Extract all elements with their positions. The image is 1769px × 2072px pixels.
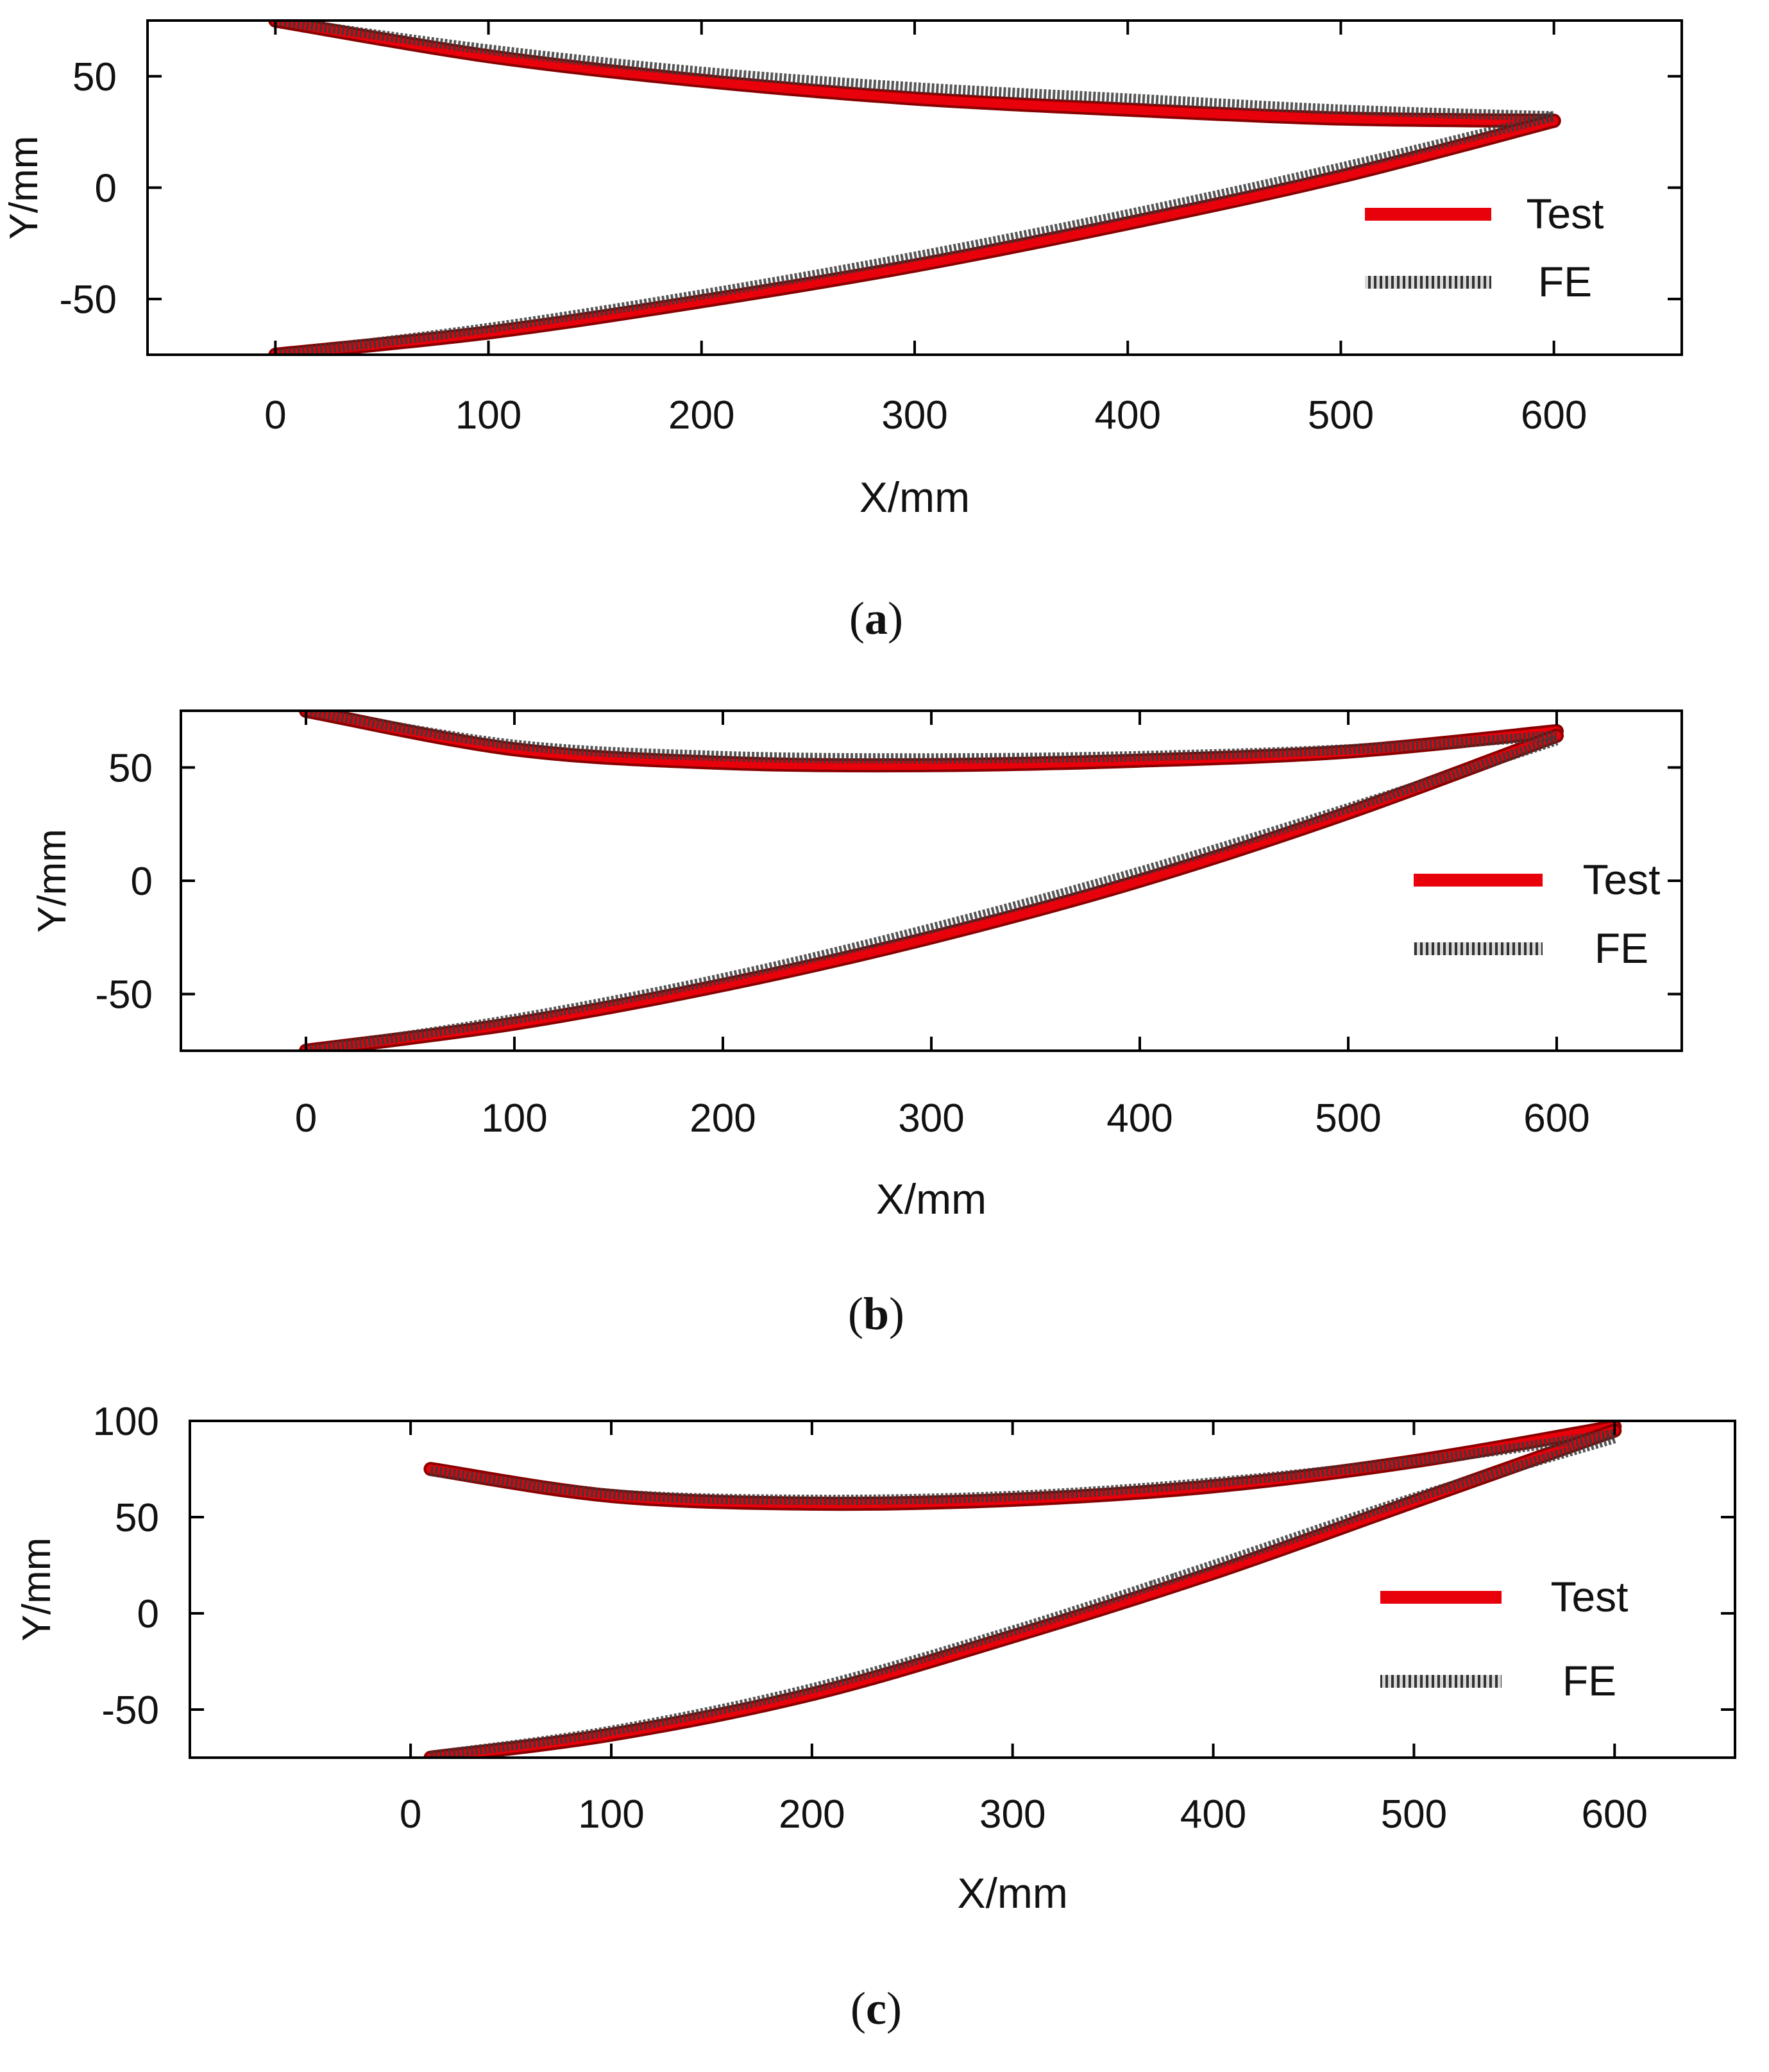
chart-panel-a: 0 100 200 300 400 500 600 -50 0 50 X/mm Y/mm Test FE (… xyxy=(2,19,1683,644)
legend-fe-label: FE xyxy=(1562,1657,1616,1704)
x-tick-label: 0 xyxy=(264,393,286,437)
fe-lower-curve xyxy=(275,111,1555,355)
y-tick-label: -50 xyxy=(95,973,153,1017)
axes-frame xyxy=(189,1420,1736,1759)
x-axis-label: X/mm xyxy=(859,473,970,521)
y-tick-label: 50 xyxy=(115,1496,159,1540)
x-tick-label: 0 xyxy=(400,1792,421,1837)
y-axis-label: Y/mm xyxy=(2,136,46,240)
y-axis-label: Y/mm xyxy=(15,1538,59,1642)
y-tick-label: -50 xyxy=(59,278,117,322)
chart-panel-b: 0 100 200 300 400 500 600 -50 0 50 X/mm Y/mm Test FE (… xyxy=(30,709,1683,1339)
test-upper-curve xyxy=(426,1422,1620,1509)
x-tick-label: 500 xyxy=(1308,393,1374,437)
y-tick-label: 100 xyxy=(93,1400,159,1444)
panel-caption: (c) xyxy=(851,1983,902,2034)
test-lower-curve xyxy=(426,1426,1620,1758)
plot-area xyxy=(268,21,1561,355)
fe-upper-curve xyxy=(430,1429,1616,1506)
legend: Test FE xyxy=(1380,1573,1629,1704)
legend-fe-label: FE xyxy=(1538,258,1592,305)
panel-caption: (b) xyxy=(848,1288,904,1339)
x-tick-label: 200 xyxy=(668,393,734,437)
panel-caption: (a) xyxy=(849,593,903,644)
x-tick-label: 300 xyxy=(881,393,947,437)
legend-test-label: Test xyxy=(1550,1573,1628,1620)
x-tick-label: 0 xyxy=(295,1096,317,1141)
axes-frame xyxy=(146,19,1683,356)
y-axis-label: Y/mm xyxy=(30,829,74,933)
x-tick-label: 200 xyxy=(779,1792,845,1837)
test-upper-curve-edge xyxy=(268,21,1561,128)
legend-test-label: Test xyxy=(1582,856,1660,903)
x-tick-label: 400 xyxy=(1180,1792,1246,1837)
y-tick-label: 0 xyxy=(137,1592,159,1636)
x-tick-label: 500 xyxy=(1381,1792,1447,1837)
chart-panel-c: 0 100 200 300 400 500 600 -50 0 50 100 X/mm Y/mm Test… xyxy=(15,1400,1736,2034)
y-tick-label: 0 xyxy=(131,860,153,904)
y-tick-label: 50 xyxy=(108,746,153,790)
x-tick-label: 600 xyxy=(1582,1792,1648,1837)
x-axis-label: X/mm xyxy=(876,1175,986,1223)
test-lower-curve-edge xyxy=(268,114,1561,355)
x-tick-label: 500 xyxy=(1315,1096,1381,1141)
x-axis-label: X/mm xyxy=(958,1869,1068,1917)
plot-area xyxy=(299,711,1564,1051)
legend-fe-label: FE xyxy=(1595,924,1648,972)
x-tick-label: 400 xyxy=(1094,393,1160,437)
y-tick-label: 50 xyxy=(72,55,117,99)
legend-fe-swatch xyxy=(1414,942,1543,955)
x-tick-label: 600 xyxy=(1523,1096,1589,1141)
plot-area xyxy=(423,1421,1622,1758)
fe-upper-curve xyxy=(305,711,1557,764)
legend: Test FE xyxy=(1365,190,1604,305)
legend: Test FE xyxy=(1414,856,1661,972)
x-tick-label: 100 xyxy=(481,1096,547,1141)
x-tick-label: 300 xyxy=(898,1096,964,1141)
test-lower-curve xyxy=(301,731,1561,1051)
test-lower-curve-edge xyxy=(299,728,1564,1051)
y-tick-label: -50 xyxy=(101,1688,159,1733)
legend-fe-swatch xyxy=(1365,276,1491,289)
x-tick-label: 400 xyxy=(1106,1096,1172,1141)
x-tick-label: 600 xyxy=(1521,393,1587,437)
legend-fe-swatch xyxy=(1380,1675,1502,1688)
x-tick-label: 100 xyxy=(455,393,521,437)
fe-upper-curve xyxy=(275,21,1554,122)
x-tick-label: 100 xyxy=(578,1792,644,1837)
fe-lower-curve xyxy=(430,1433,1616,1758)
x-tick-label: 200 xyxy=(690,1096,756,1141)
y-tick-label: 0 xyxy=(95,167,117,211)
test-upper-curve xyxy=(271,21,1559,126)
x-tick-label: 300 xyxy=(979,1792,1045,1837)
fe-lower-curve xyxy=(305,735,1559,1051)
legend-test-label: Test xyxy=(1526,190,1604,237)
test-lower-curve xyxy=(271,116,1559,355)
